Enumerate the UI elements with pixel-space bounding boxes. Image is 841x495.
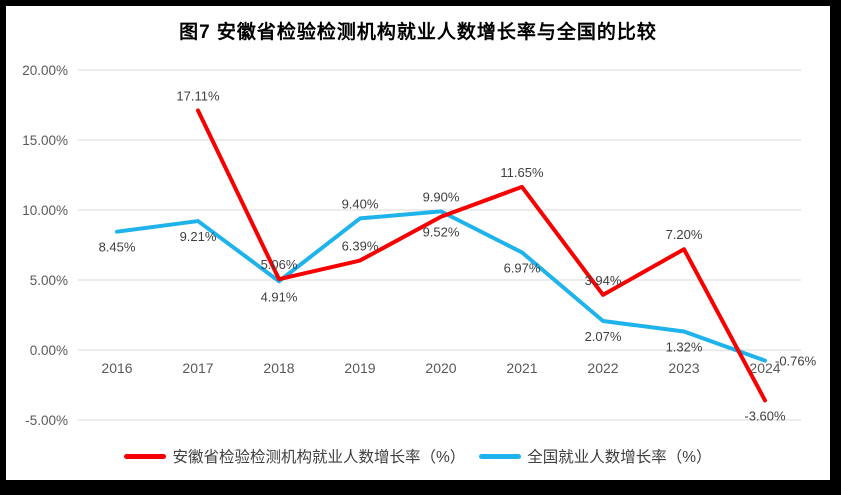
data-label: 6.97% — [504, 260, 541, 275]
x-axis-year-label: 2022 — [587, 360, 618, 376]
data-label: 17.11% — [176, 88, 220, 103]
data-label: 6.39% — [342, 239, 379, 254]
data-label: 9.52% — [423, 225, 460, 240]
data-label: 9.90% — [423, 189, 460, 204]
data-label: 3.94% — [585, 273, 622, 288]
legend-line-swatch — [124, 453, 167, 459]
x-axis-year-label: 2018 — [263, 360, 294, 376]
x-axis-year-label: 2021 — [506, 360, 537, 376]
y-axis-tick-label: -5.00% — [25, 413, 68, 428]
chart-legend: 安徽省检验检测机构就业人数增长率（%） 全国就业人数增长率（%） — [6, 445, 830, 467]
y-axis-tick-label: 10.00% — [22, 203, 68, 218]
y-axis-tick-label: 15.00% — [22, 133, 68, 148]
chart-card: 图7 安徽省检验检测机构就业人数增长率与全国的比较 20.00% 15.00% 10… — [6, 6, 830, 480]
data-label: 4.91% — [261, 289, 298, 304]
data-label: 9.21% — [180, 229, 217, 244]
line-chart-plot-area: 20.00% 15.00% 10.00% 5.00% 0.00% -5.00% 2016 20… — [22, 63, 817, 428]
legend-line-swatch — [479, 453, 522, 459]
legend-label: 安徽省检验检测机构就业人数增长率（%） — [172, 449, 466, 466]
y-axis-tick-label: 20.00% — [22, 63, 68, 78]
legend-label: 全国就业人数增长率（%） — [527, 449, 712, 466]
legend-item: 安徽省检验检测机构就业人数增长率（%） — [124, 445, 465, 467]
data-label: -3.60% — [744, 408, 786, 423]
data-label: 1.32% — [666, 340, 703, 355]
x-axis-year-label: 2024 — [749, 360, 780, 376]
data-label: 5.06% — [261, 257, 298, 272]
chart-title: 图7 安徽省检验检测机构就业人数增长率与全国的比较 — [179, 22, 657, 43]
x-axis-year-label: 2017 — [182, 360, 213, 376]
y-axis-tick-label: 5.00% — [30, 273, 68, 288]
data-label: -0.76% — [775, 354, 817, 369]
data-label: 9.40% — [342, 196, 379, 211]
x-axis-year-label: 2020 — [425, 360, 456, 376]
data-label: 11.65% — [500, 165, 544, 180]
data-label: 7.20% — [666, 227, 703, 242]
legend-item: 全国就业人数增长率（%） — [479, 445, 712, 467]
y-axis-tick-label: 0.00% — [30, 343, 68, 358]
data-label: 2.07% — [585, 329, 622, 344]
x-axis-year-label: 2016 — [101, 360, 132, 376]
x-axis-year-label: 2023 — [668, 360, 699, 376]
x-axis-year-label: 2019 — [344, 360, 375, 376]
data-label: 8.45% — [99, 240, 136, 255]
series-line — [115, 209, 767, 363]
series-line — [196, 108, 767, 403]
